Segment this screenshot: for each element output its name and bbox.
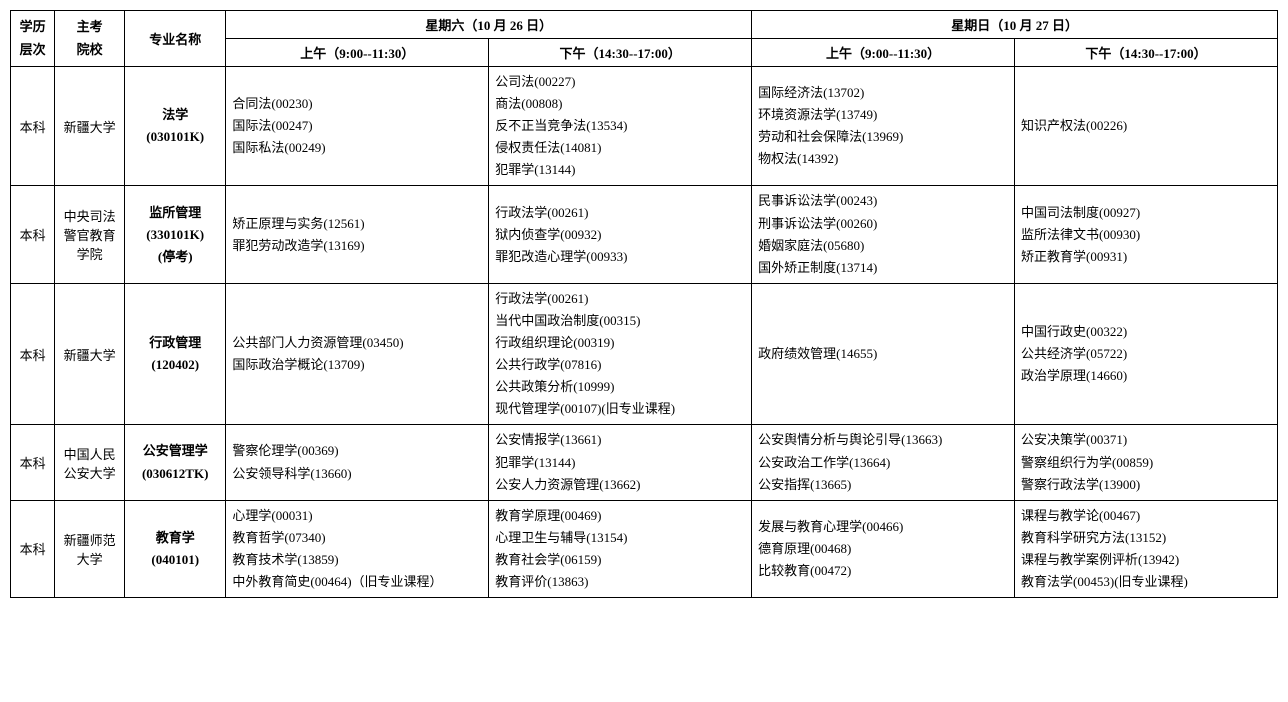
cell-sun-pm: 公安决策学(00371) 警察组织行为学(00859) 警察行政法学(13900… (1015, 425, 1278, 500)
cell-school: 新疆大学 (55, 283, 125, 425)
cell-sat-am: 心理学(00031) 教育哲学(07340) 教育技术学(13859) 中外教育… (226, 500, 489, 597)
cell-sun-am: 公安舆情分析与舆论引导(13663) 公安政治工作学(13664) 公安指挥(1… (752, 425, 1015, 500)
header-day2: 星期日（10 月 27 日） (752, 11, 1278, 39)
header-level: 学历 层次 (11, 11, 55, 67)
header-sun-pm: 下午（14:30--17:00） (1015, 39, 1278, 67)
cell-major: 公安管理学 (030612TK) (125, 425, 226, 500)
cell-sat-pm: 行政法学(00261) 狱内侦查学(00932) 罪犯改造心理学(00933) (489, 186, 752, 283)
cell-school: 新疆师范大学 (55, 500, 125, 597)
header-sat-pm: 下午（14:30--17:00） (489, 39, 752, 67)
cell-school: 新疆大学 (55, 67, 125, 186)
cell-sat-pm: 行政法学(00261) 当代中国政治制度(00315) 行政组织理论(00319… (489, 283, 752, 425)
cell-major: 法学 (030101K) (125, 67, 226, 186)
cell-major: 监所管理 (330101K) (停考) (125, 186, 226, 283)
cell-level: 本科 (11, 425, 55, 500)
cell-sat-am: 合同法(00230) 国际法(00247) 国际私法(00249) (226, 67, 489, 186)
table-row: 本科新疆师范大学教育学 (040101)心理学(00031) 教育哲学(0734… (11, 500, 1278, 597)
table-row: 本科中国人民公安大学公安管理学 (030612TK)警察伦理学(00369) 公… (11, 425, 1278, 500)
cell-school: 中国人民公安大学 (55, 425, 125, 500)
cell-sun-pm: 中国司法制度(00927) 监所法律文书(00930) 矫正教育学(00931) (1015, 186, 1278, 283)
header-sat-am: 上午（9:00--11:30） (226, 39, 489, 67)
cell-major: 教育学 (040101) (125, 500, 226, 597)
cell-level: 本科 (11, 186, 55, 283)
table-body: 本科新疆大学法学 (030101K)合同法(00230) 国际法(00247) … (11, 67, 1278, 598)
cell-sat-am: 警察伦理学(00369) 公安领导科学(13660) (226, 425, 489, 500)
cell-sun-pm: 中国行政史(00322) 公共经济学(05722) 政治学原理(14660) (1015, 283, 1278, 425)
cell-sat-am: 公共部门人力资源管理(03450) 国际政治学概论(13709) (226, 283, 489, 425)
table-row: 本科新疆大学法学 (030101K)合同法(00230) 国际法(00247) … (11, 67, 1278, 186)
cell-sun-pm: 知识产权法(00226) (1015, 67, 1278, 186)
header-day1: 星期六（10 月 26 日） (226, 11, 752, 39)
cell-sat-pm: 公安情报学(13661) 犯罪学(13144) 公安人力资源管理(13662) (489, 425, 752, 500)
cell-sun-am: 发展与教育心理学(00466) 德育原理(00468) 比较教育(00472) (752, 500, 1015, 597)
cell-sat-am: 矫正原理与实务(12561) 罪犯劳动改造学(13169) (226, 186, 489, 283)
cell-sun-am: 民事诉讼法学(00243) 刑事诉讼法学(00260) 婚姻家庭法(05680)… (752, 186, 1015, 283)
cell-level: 本科 (11, 283, 55, 425)
cell-sat-pm: 教育学原理(00469) 心理卫生与辅导(13154) 教育社会学(06159)… (489, 500, 752, 597)
header-sun-am: 上午（9:00--11:30） (752, 39, 1015, 67)
cell-sun-pm: 课程与教学论(00467) 教育科学研究方法(13152) 课程与教学案例评析(… (1015, 500, 1278, 597)
table-row: 本科新疆大学行政管理 (120402)公共部门人力资源管理(03450) 国际政… (11, 283, 1278, 425)
exam-schedule-table: 学历 层次 主考 院校 专业名称 星期六（10 月 26 日） 星期日（10 月… (10, 10, 1278, 598)
cell-sat-pm: 公司法(00227) 商法(00808) 反不正当竞争法(13534) 侵权责任… (489, 67, 752, 186)
cell-level: 本科 (11, 500, 55, 597)
table-header: 学历 层次 主考 院校 专业名称 星期六（10 月 26 日） 星期日（10 月… (11, 11, 1278, 67)
cell-major: 行政管理 (120402) (125, 283, 226, 425)
table-row: 本科中央司法警官教育学院监所管理 (330101K) (停考)矫正原理与实务(1… (11, 186, 1278, 283)
header-school: 主考 院校 (55, 11, 125, 67)
cell-sun-am: 国际经济法(13702) 环境资源法学(13749) 劳动和社会保障法(1396… (752, 67, 1015, 186)
cell-school: 中央司法警官教育学院 (55, 186, 125, 283)
cell-level: 本科 (11, 67, 55, 186)
cell-sun-am: 政府绩效管理(14655) (752, 283, 1015, 425)
header-major: 专业名称 (125, 11, 226, 67)
